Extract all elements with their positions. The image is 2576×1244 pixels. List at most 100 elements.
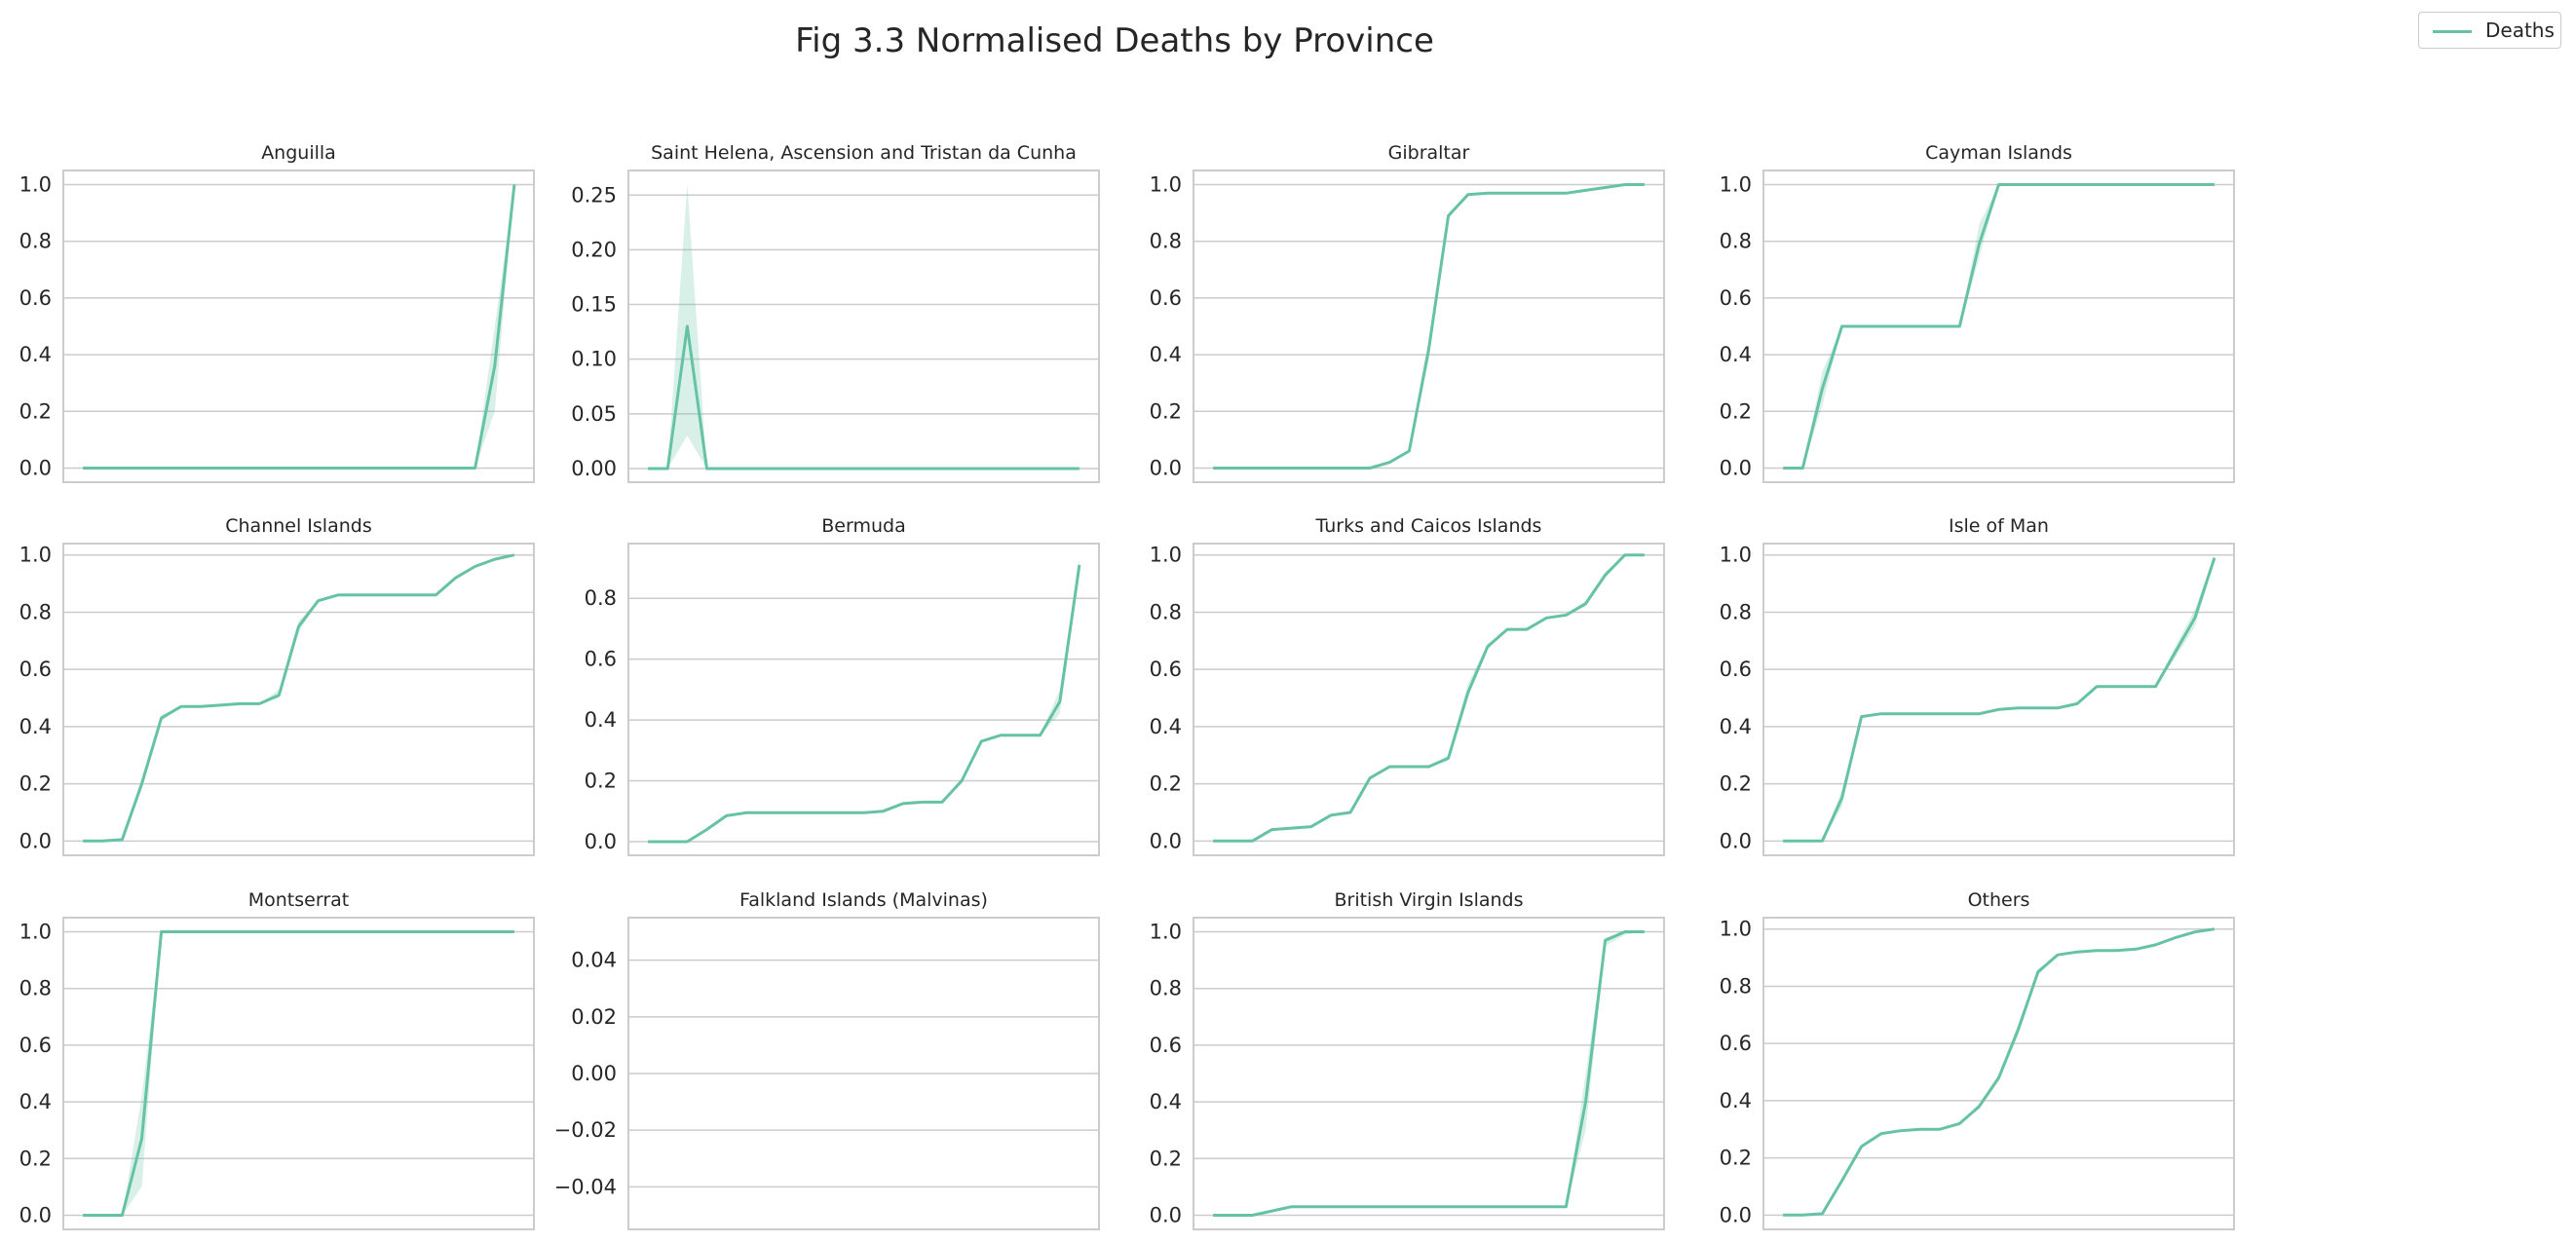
deaths-line [1213,930,1645,1217]
y-tick-label: 0.6 [1150,658,1182,681]
y-tick-label: 0.6 [1150,1034,1182,1057]
confidence-band [648,558,1080,842]
y-tick-label: 0.8 [1720,974,1752,998]
y-tick-label: 0.8 [19,600,52,623]
y-tick-label: 0.0 [19,456,52,479]
y-tick-label: 0.0 [1720,829,1752,852]
confidence-band [1783,554,2215,842]
subplot-3: Cayman Islands 0.0 0.2 0.4 0.6 0.8 1.0 [1720,142,2235,483]
deaths-line [1213,183,1645,470]
deaths-line [83,184,516,470]
y-tick-label: 0.4 [1720,1089,1752,1112]
y-tick-label: 0.6 [585,648,617,671]
y-tick-label: 0.0 [585,830,617,853]
subplot-1: Saint Helena, Ascension and Tristan da C… [571,142,1100,483]
subplot-title: Anguilla [261,142,336,164]
y-tick-label: 1.0 [1720,918,1752,941]
y-tick-label: 0.4 [19,715,52,738]
y-tick-label: 0.0 [1150,829,1182,852]
y-tick-label: 0.04 [571,949,617,972]
y-tick-label: 0.6 [19,658,52,681]
y-tick-label: 0.2 [1150,1147,1182,1170]
y-tick-label: 0.2 [1150,399,1182,423]
axes-frame [1762,543,2235,856]
y-tick-label: 0.2 [1720,1147,1752,1170]
y-tick-label: 0.6 [1150,286,1182,310]
y-tick-label: 1.0 [1150,921,1182,944]
y-tick-label: 0.4 [19,343,52,366]
y-tick-label: 0.8 [1150,230,1182,253]
deaths-line [648,564,1081,844]
figure-title: Fig 3.3 Normalised Deaths by Province [795,21,1434,60]
y-tick-label: 0.2 [585,770,617,793]
y-tick-label: 0.2 [1150,773,1182,796]
subplot-title: Gibraltar [1388,142,1470,164]
deaths-line [1783,557,2216,843]
axes-frame [627,543,1100,856]
y-tick-label: 0.8 [585,586,617,610]
axes-frame [1193,170,1665,483]
confidence-band [1213,184,1645,469]
y-tick-label: 0.8 [1720,600,1752,623]
confidence-band [83,184,514,469]
axes-frame [1762,170,2235,483]
y-tick-label: 0.10 [571,348,617,371]
subplot-8: Montserrat 0.0 0.2 0.4 0.6 0.8 1.0 [19,889,535,1230]
deaths-line [1783,927,2216,1217]
confidence-band [1213,931,1645,1216]
y-tick-label: 0.25 [571,183,617,207]
subplot-title: Channel Islands [225,515,371,537]
y-tick-label: 0.8 [19,230,52,253]
legend-line-swatch [2433,30,2472,33]
deaths-line [83,553,515,843]
subplot-title: Saint Helena, Ascension and Tristan da C… [651,142,1077,164]
y-tick-label: 1.0 [1150,544,1182,567]
deaths-line [83,930,514,1217]
deaths-line [1783,183,2215,470]
y-tick-label: 1.0 [1150,173,1182,197]
y-tick-label: 0.8 [1720,230,1752,253]
axes-frame [1193,917,1665,1230]
subplot-0: Anguilla 0.0 0.2 0.4 0.6 0.8 1.0 [19,142,535,483]
subplot-title: Bermuda [821,515,905,537]
subplot-title: Cayman Islands [1925,142,2072,164]
y-tick-label: 0.15 [571,293,617,317]
y-tick-label: 0.6 [1720,658,1752,681]
y-tick-label: 0.0 [1150,456,1182,479]
axes-frame [627,917,1100,1230]
y-tick-label: 1.0 [19,921,52,944]
y-tick-label: 0.4 [1150,715,1182,738]
deaths-line [648,324,1080,471]
y-tick-label: 1.0 [1720,173,1752,197]
y-tick-label: 0.4 [1150,1090,1182,1113]
subplot-10: British Virgin Islands 0.0 0.2 0.4 0.6 0.8 1.0 [1150,889,1665,1230]
axes-frame [62,170,535,483]
subplot-7: Isle of Man 0.0 0.2 0.4 0.6 0.8 1.0 [1720,515,2235,856]
subplot-title: Others [1968,889,2030,911]
subplot-title: Turks and Caicos Islands [1315,515,1542,537]
y-tick-label: 1.0 [19,173,52,197]
y-tick-label: 0.6 [19,286,52,310]
y-tick-label: 0.8 [1150,600,1182,623]
subplot-11: Others 0.0 0.2 0.4 0.6 0.8 1.0 [1720,889,2235,1230]
subplot-6: Turks and Caicos Islands 0.0 0.2 0.4 0.6 0.8 1… [1150,515,1665,856]
y-tick-label: 0.4 [1720,343,1752,366]
y-tick-label: 0.4 [585,708,617,732]
legend: Deaths [2418,12,2561,49]
subplot-4: Channel Islands 0.0 0.2 0.4 0.6 0.8 1.0 [19,515,535,856]
subplot-title: Isle of Man [1949,515,2049,537]
y-tick-label: 0.0 [1720,1203,1752,1226]
legend-label-deaths: Deaths [2485,19,2555,42]
y-tick-label: 0.20 [571,238,617,261]
y-tick-label: 0.00 [571,457,617,480]
subplot-title: Falkland Islands (Malvinas) [739,889,988,911]
confidence-band [648,184,1080,469]
y-tick-label: 0.0 [19,1203,52,1226]
y-tick-label: −0.02 [554,1118,617,1142]
y-tick-label: 0.0 [1720,456,1752,479]
y-tick-label: 1.0 [1720,544,1752,567]
y-tick-label: 0.8 [1150,977,1182,1000]
subplot-9: Falkland Islands (Malvinas) −0.04 −0.02 0.0… [554,889,1100,1230]
subplot-5: Bermuda 0.0 0.2 0.4 0.6 0.8 [585,515,1100,856]
